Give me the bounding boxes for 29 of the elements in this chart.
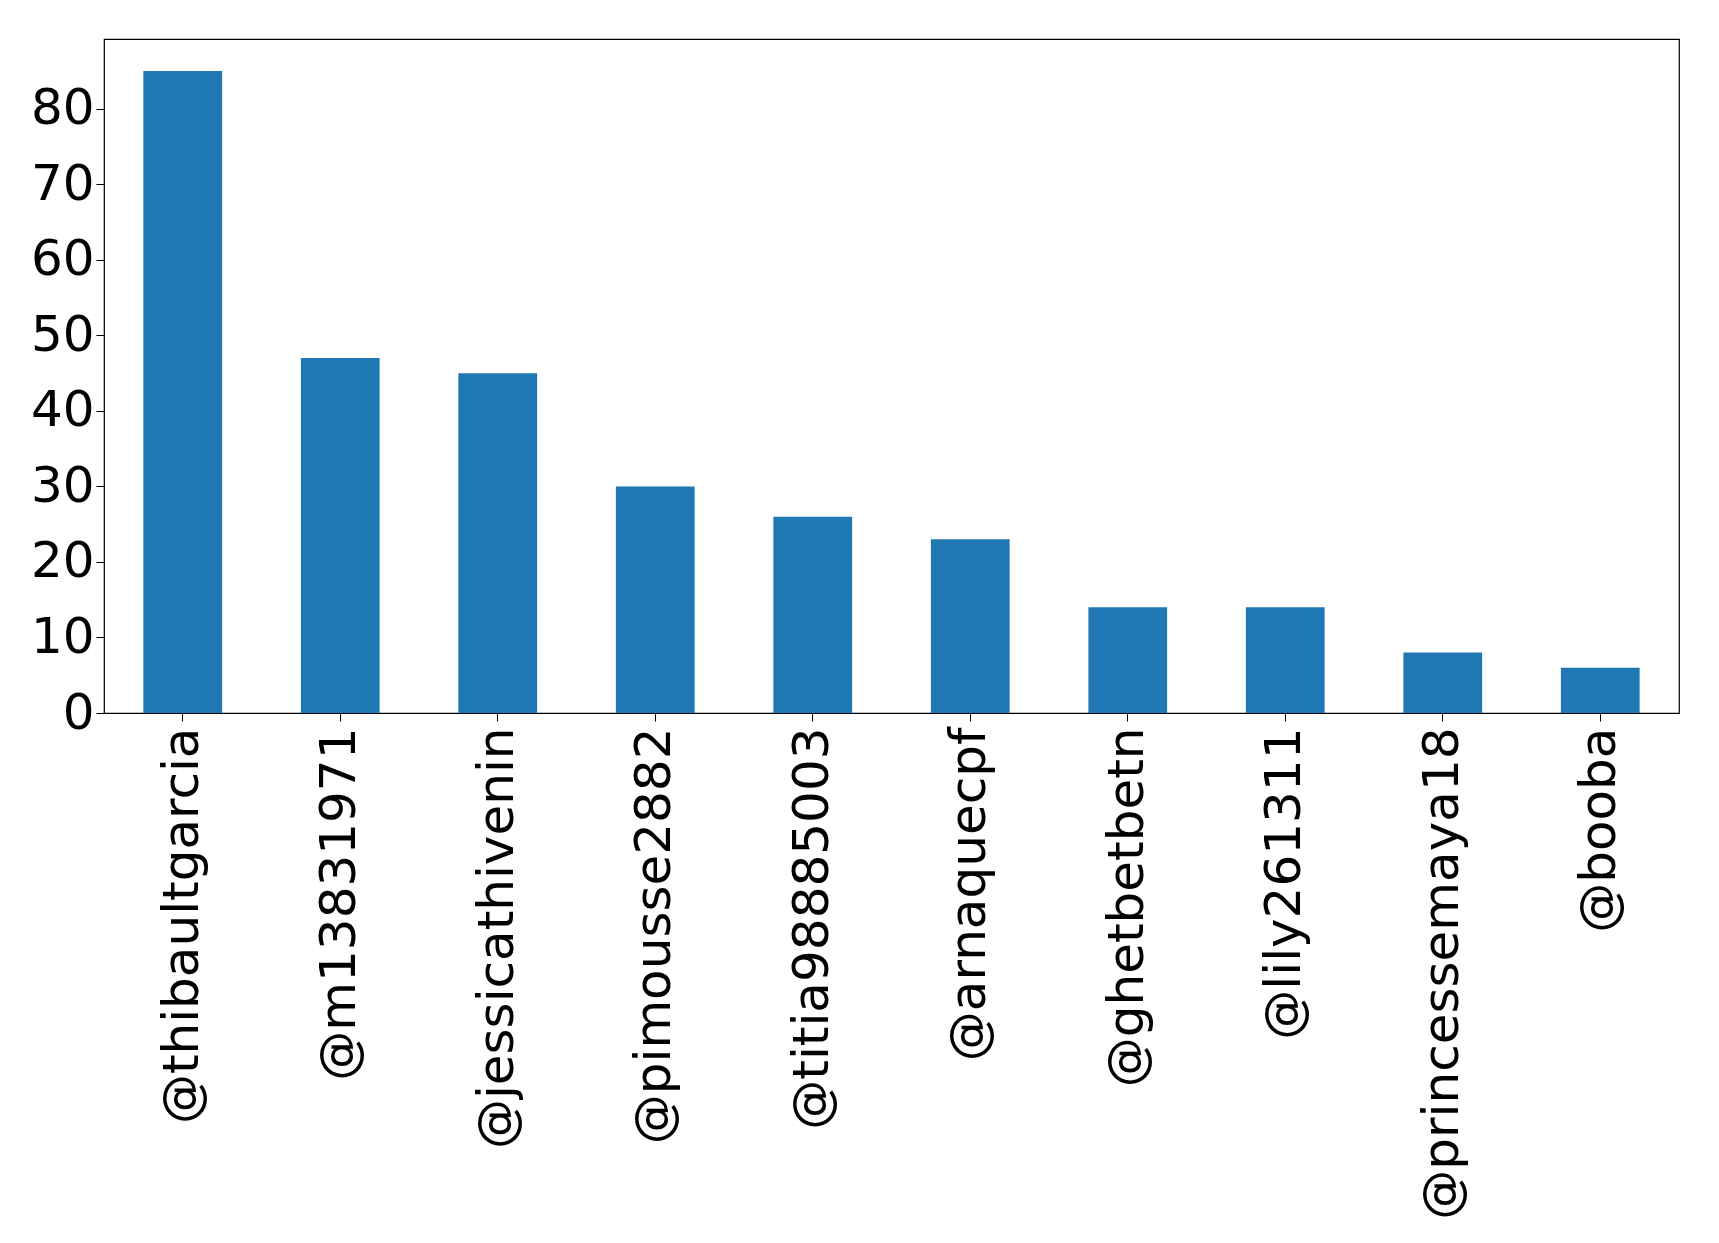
bar [1403,652,1483,713]
x-tick-label: @jessicathivenin [466,727,525,1150]
y-tick-label: 40 [30,380,95,439]
x-tick-label: @thibaultgarcia [151,727,210,1125]
bar [458,373,538,713]
bar [615,486,695,713]
bar [1245,607,1325,713]
y-tick-label: 30 [30,455,95,514]
bar [143,71,223,713]
x-tick-label: @m13831971 [309,727,368,1081]
x-tick-label: @pimousse2882 [624,727,683,1145]
x-tick-label: @booba [1569,727,1628,933]
y-tick-label: 10 [30,606,95,665]
x-tick-label: @lily261311 [1254,727,1313,1040]
x-tick-label: @titia98885003 [781,727,840,1130]
bar [773,516,853,713]
bar [1088,607,1168,713]
x-tick-label: @arnaquecpf [939,726,998,1062]
bar [930,539,1010,713]
y-tick-label: 80 [30,78,95,137]
x-tick-label: @princessemaya18 [1411,727,1470,1220]
y-tick-label: 70 [30,153,95,212]
bar [300,358,380,713]
y-tick-label: 60 [30,229,95,288]
bar [1560,667,1640,713]
x-tick-label: @ghetbetbetn [1096,727,1155,1088]
y-tick-label: 50 [30,304,95,363]
y-tick-label: 20 [30,531,95,590]
y-tick-label: 0 [62,682,95,741]
